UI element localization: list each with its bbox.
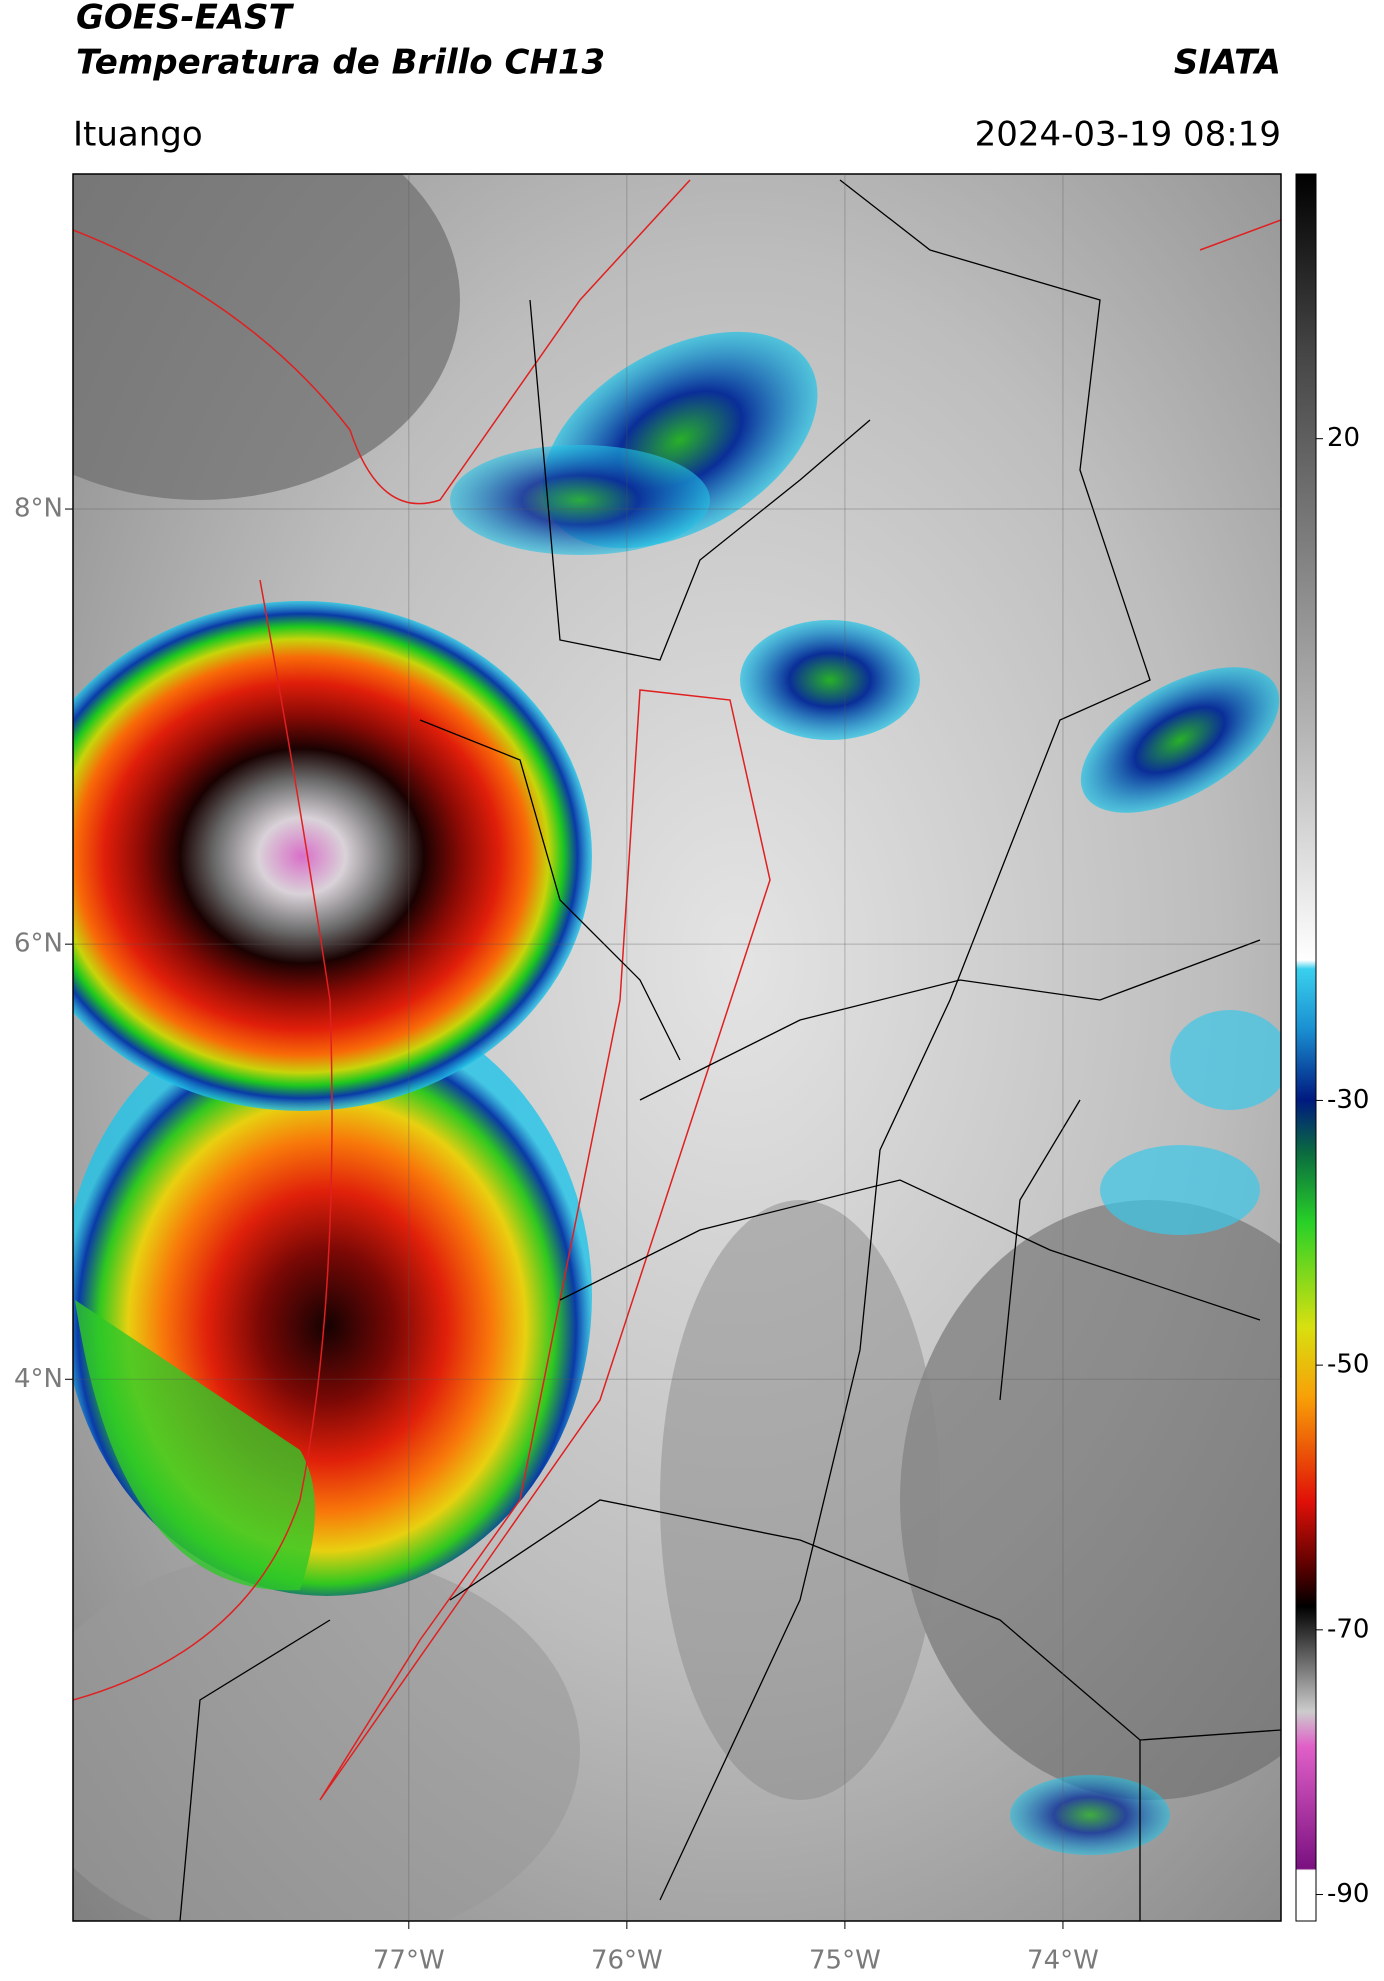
lon-tick-label: 77°W [373, 1946, 445, 1976]
axes: 8°N 6°N 4°N 77°W 76°W 75°W 74°W 20 -30 -50 -70 -90 [14, 174, 1369, 1976]
colorbar-tick-label: 20 [1327, 423, 1360, 453]
satellite-image [73, 174, 1281, 1921]
datetime: 2024-03-19 08:19 [975, 115, 1281, 155]
colorbar [1295, 173, 1317, 1922]
lat-tick-label: 6°N [14, 929, 63, 959]
location: Ituango [73, 115, 203, 155]
colorbar-tick-label: -90 [1327, 1879, 1369, 1909]
subtitle: Temperatura de Brillo CH13 [76, 43, 605, 83]
lon-tick-label: 74°W [1027, 1946, 1099, 1976]
lon-tick-label: 75°W [809, 1946, 881, 1976]
lat-tick-label: 8°N [14, 494, 63, 524]
lat-tick-label: 4°N [14, 1364, 63, 1394]
colorbar-tick-label: -50 [1327, 1350, 1369, 1380]
map-frame [72, 173, 1282, 1922]
lon-tick-label: 76°W [591, 1946, 663, 1976]
source: SIATA [1174, 43, 1281, 83]
colorbar-tick-label: -30 [1327, 1085, 1369, 1115]
title: GOES-EAST [76, 0, 295, 38]
colorbar-tick-label: -70 [1327, 1614, 1369, 1644]
